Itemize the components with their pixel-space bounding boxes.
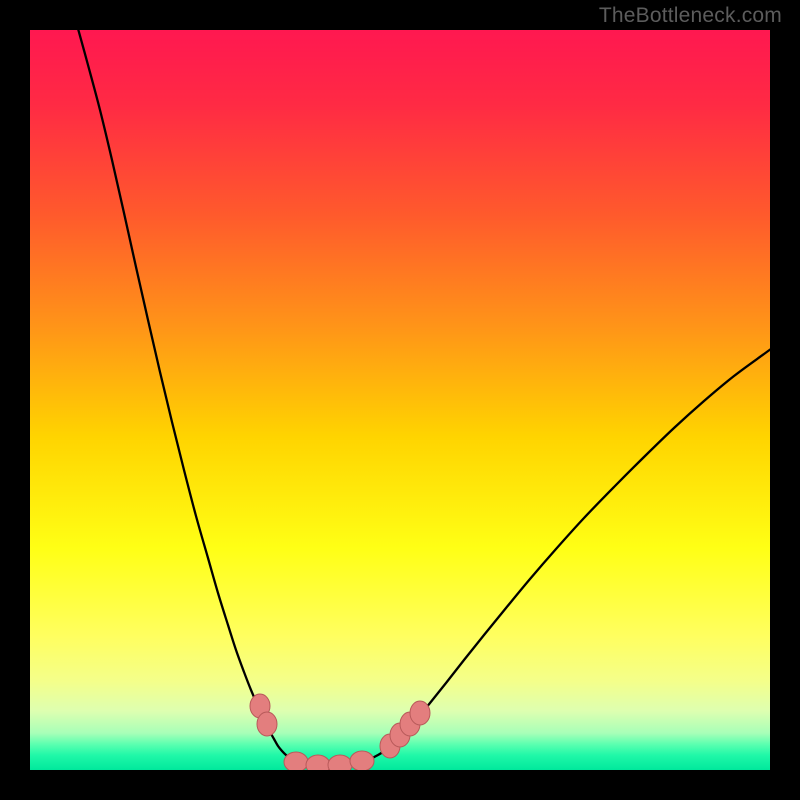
sweet-spot-markers (250, 694, 430, 770)
sweet-spot-marker (306, 755, 330, 770)
curve-overlay (30, 30, 770, 770)
sweet-spot-marker (257, 712, 277, 736)
plot-area (30, 30, 770, 770)
sweet-spot-marker (350, 751, 374, 770)
sweet-spot-marker (328, 755, 352, 770)
sweet-spot-marker (410, 701, 430, 725)
bottleneck-curve-right (324, 346, 770, 766)
sweet-spot-marker (284, 752, 308, 770)
watermark-text: TheBottleneck.com (599, 4, 782, 28)
bottleneck-curve-left (77, 30, 324, 766)
